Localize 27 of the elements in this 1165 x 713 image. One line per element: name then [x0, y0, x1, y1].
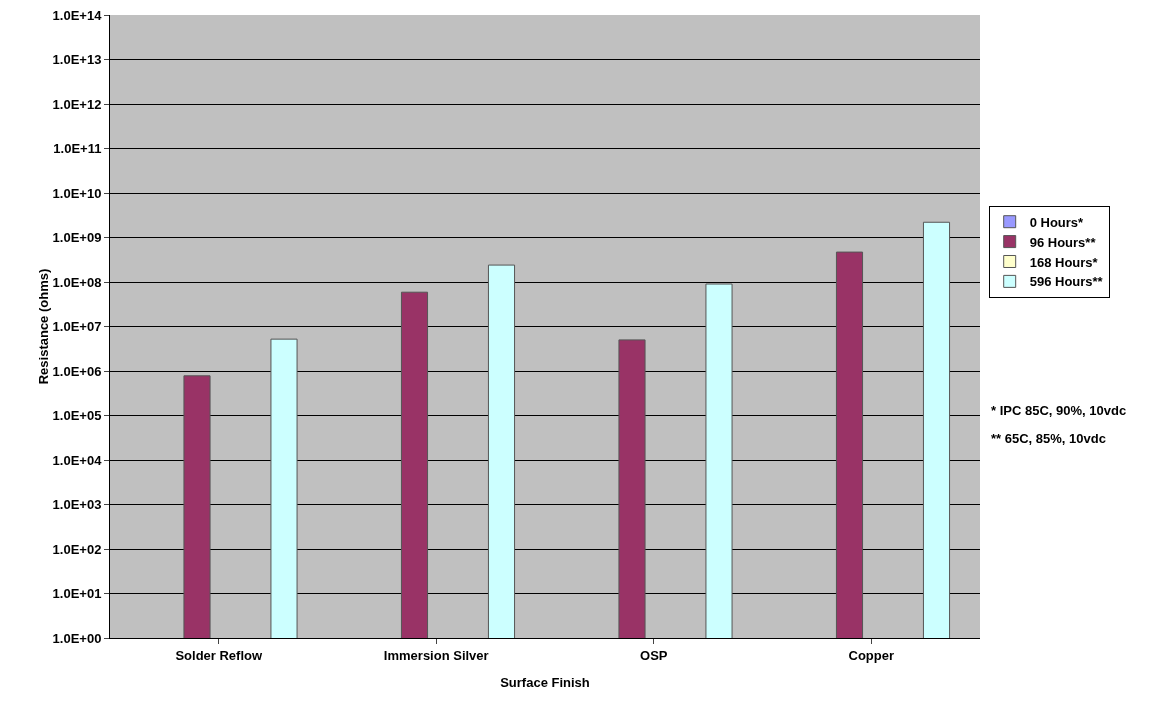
- legend-label: 96 Hours**: [1029, 234, 1097, 250]
- y-tick-label: 1.0E+10: [52, 185, 102, 201]
- y-axis-title: Resistance (ohms): [35, 268, 51, 385]
- y-tick-label: 1.0E+04: [52, 452, 103, 468]
- x-tick-label: Immersion Silver: [383, 647, 489, 663]
- text: ** 65C, 85%, 10vdc: [991, 431, 1106, 446]
- legend-label: 0 Hours*: [1029, 214, 1085, 230]
- y-tick-label: 1.0E+08: [52, 274, 102, 290]
- legend-label: 168 Hours*: [1029, 254, 1099, 270]
- y-tick-label: 1.0E+14: [52, 7, 103, 23]
- y-tick-label: 1.0E+02: [52, 541, 102, 557]
- legend-label: 596 Hours**: [1029, 274, 1104, 290]
- x-tick-label: Solder Reflow: [175, 647, 263, 663]
- y-tick-label: 1.0E+09: [52, 230, 102, 246]
- y-tick-label: 1.0E+05: [52, 408, 102, 424]
- y-tick-label: 1.0E+06: [52, 363, 102, 379]
- y-tick-label: 1.0E+13: [52, 52, 102, 68]
- y-tick-label: 1.0E+01: [52, 586, 102, 602]
- y-tick-label: 1.0E+11: [53, 141, 102, 157]
- y-tick-label: 1.0E+03: [52, 497, 102, 513]
- x-tick-label: OSP: [640, 647, 668, 663]
- x-tick-label: Copper: [848, 647, 894, 663]
- text: * IPC 85C, 90%, 10vdc: [991, 403, 1127, 418]
- y-tick-label: 1.0E+07: [52, 319, 102, 335]
- y-tick-label: 1.0E+00: [52, 630, 102, 646]
- x-axis-title: Surface Finish: [500, 675, 590, 690]
- y-tick-label: 1.0E+12: [52, 96, 102, 112]
